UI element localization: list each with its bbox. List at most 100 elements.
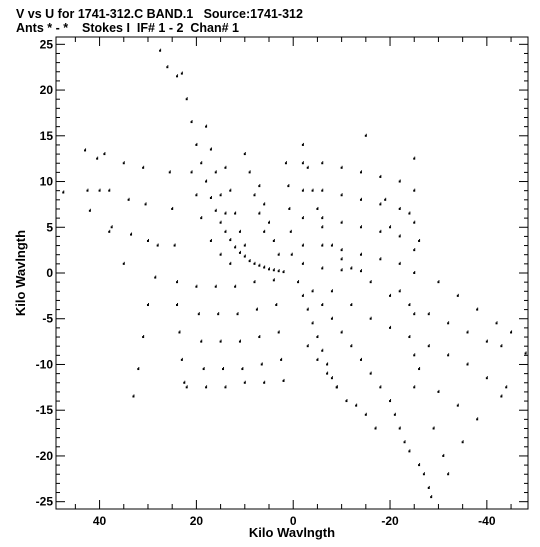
uv-point-tail [341, 220, 343, 222]
uv-point [236, 313, 239, 316]
uv-point-tail [302, 161, 304, 163]
uv-point-tail [259, 335, 261, 337]
uv-point-tail [431, 495, 433, 497]
uv-point-tail [322, 161, 324, 163]
uv-point-tail [496, 321, 498, 323]
uv-point-tail [230, 188, 232, 190]
y-tick-label: 25 [40, 37, 54, 51]
uv-point [224, 230, 227, 233]
uv-point-tail [414, 312, 416, 314]
uv-point [379, 203, 382, 206]
uv-point [442, 454, 445, 457]
uv-point-tail [356, 403, 358, 405]
uv-point [190, 121, 193, 124]
uv-point [340, 269, 343, 272]
uv-point [437, 390, 440, 393]
uv-point [500, 345, 503, 348]
uv-point-tail [317, 335, 319, 337]
uv-point-tail [419, 463, 421, 465]
uv-point-tail [220, 220, 222, 222]
uv-point [379, 386, 382, 389]
uv-point [200, 162, 203, 165]
uv-point [178, 331, 181, 334]
y-tick-label: 5 [46, 220, 53, 234]
uv-point-tail [423, 472, 425, 474]
uv-point [389, 226, 392, 229]
uv-point [263, 203, 266, 206]
uv-point-tail [322, 266, 324, 268]
uv-point-tail [341, 165, 343, 167]
uv-point [272, 279, 275, 282]
uv-point [209, 239, 212, 242]
uv-point-tail [385, 197, 387, 199]
uv-point [505, 386, 508, 389]
uv-point-tail [477, 417, 479, 419]
uv-point-tail [191, 170, 193, 172]
uv-point [369, 281, 372, 284]
uv-point [289, 230, 292, 233]
uv-point [330, 244, 333, 247]
uv-point [301, 262, 304, 265]
uv-point-tail [390, 225, 392, 227]
uv-point [408, 212, 411, 215]
uv-point-tail [244, 254, 246, 256]
uv-point-tail [370, 280, 372, 282]
uv-point-tail [365, 412, 367, 414]
uv-point-tail [181, 357, 183, 359]
uv-point [345, 400, 348, 403]
uv-point-tail [174, 243, 176, 245]
uv-point-tail [341, 248, 343, 250]
uv-point [238, 340, 241, 343]
uv-point-tail [327, 371, 329, 373]
uv-point-tail [360, 357, 362, 359]
uv-point [321, 189, 324, 192]
uv-point-tail [157, 243, 159, 245]
uv-point [287, 185, 290, 188]
uv-point [280, 358, 283, 361]
y-tick-label: -10 [36, 357, 54, 371]
uv-point-tail [143, 165, 145, 167]
uv-point [447, 322, 450, 325]
uv-point [340, 249, 343, 252]
uv-point [122, 262, 125, 265]
uv-point-tail [155, 275, 157, 277]
uv-point [355, 404, 358, 407]
uv-point-tail [104, 152, 106, 154]
uv-point [217, 313, 220, 316]
uv-point-tail [448, 353, 450, 355]
uv-point-tail [409, 211, 411, 213]
uv-point [301, 162, 304, 165]
uv-point-tail [264, 380, 266, 382]
uv-point [340, 194, 343, 197]
uv-point-tail [322, 303, 324, 305]
uv-point-tail [331, 243, 333, 245]
uv-point [142, 336, 145, 339]
uv-point-tail [276, 303, 278, 305]
uv-point-tail [186, 97, 188, 99]
uv-point [476, 418, 479, 421]
uv-point [214, 209, 217, 212]
uv-point-tail [331, 376, 333, 378]
uv-point [359, 253, 362, 256]
uv-point [98, 189, 101, 192]
uv-point-tail [169, 170, 171, 172]
uv-point [321, 217, 324, 220]
uv-point [222, 368, 225, 371]
uv-point [195, 143, 198, 146]
uv-point [263, 230, 266, 233]
uv-point-tail [264, 202, 266, 204]
uv-point [96, 157, 99, 160]
uv-point [311, 290, 314, 293]
uv-point-tail [273, 278, 275, 280]
uv-point [258, 336, 261, 339]
uv-point [403, 441, 406, 444]
uv-point-tail [448, 472, 450, 474]
uv-point [413, 313, 416, 316]
uv-point [277, 331, 280, 334]
uv-point-tail [298, 280, 300, 282]
uv-point-tail [172, 206, 174, 208]
uv-point [277, 270, 280, 273]
uv-point [321, 304, 324, 307]
uv-point-tail [399, 179, 401, 181]
